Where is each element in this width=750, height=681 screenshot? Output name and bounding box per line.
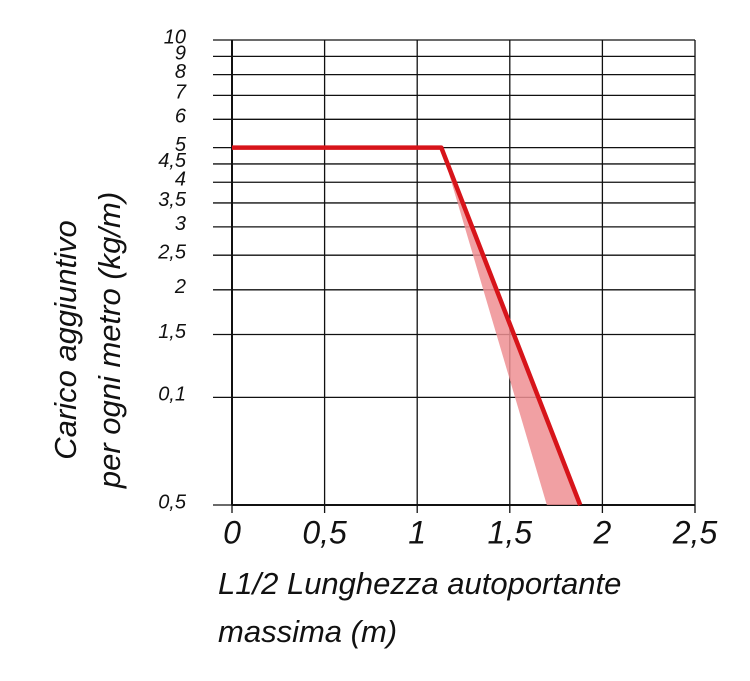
y-tick-label: 5 xyxy=(175,134,187,156)
y-tick-label: 4 xyxy=(175,169,186,191)
y-tick-label: 3,5 xyxy=(158,189,187,211)
y-tick-label: 7 xyxy=(175,82,187,104)
y-tick-label: 10 xyxy=(164,26,186,48)
x-tick-label: 1 xyxy=(408,514,426,550)
x-axis-label: massima (m) xyxy=(218,614,397,649)
y-tick-label: 9 xyxy=(175,43,186,65)
x-tick-label: 1,5 xyxy=(488,514,533,550)
y-tick-label: 6 xyxy=(175,106,187,128)
y-tick-label: 2,5 xyxy=(157,241,187,263)
line xyxy=(232,145,583,506)
y-tick-label: 0,5 xyxy=(158,491,187,513)
y-tick-label: 1,5 xyxy=(158,321,187,343)
y-axis-label: Carico aggiuntivo xyxy=(48,220,83,460)
x-tick-label: 2,5 xyxy=(672,514,718,550)
x-tick-label: 0 xyxy=(223,514,241,550)
y-axis-label: per ogni metro (kg/m) xyxy=(92,192,127,489)
y-tick-label: 3 xyxy=(175,213,186,235)
y-tick-label: 8 xyxy=(175,61,186,83)
y-tick-label: 2 xyxy=(174,276,186,298)
y-tick-label: 4,5 xyxy=(158,150,187,172)
x-tick-label: 0,5 xyxy=(302,514,347,550)
x-tick-label: 2 xyxy=(593,514,612,550)
x-axis-label: L1/2 Lunghezza autoportante xyxy=(218,566,621,601)
y-tick-label: 0,1 xyxy=(158,384,186,406)
